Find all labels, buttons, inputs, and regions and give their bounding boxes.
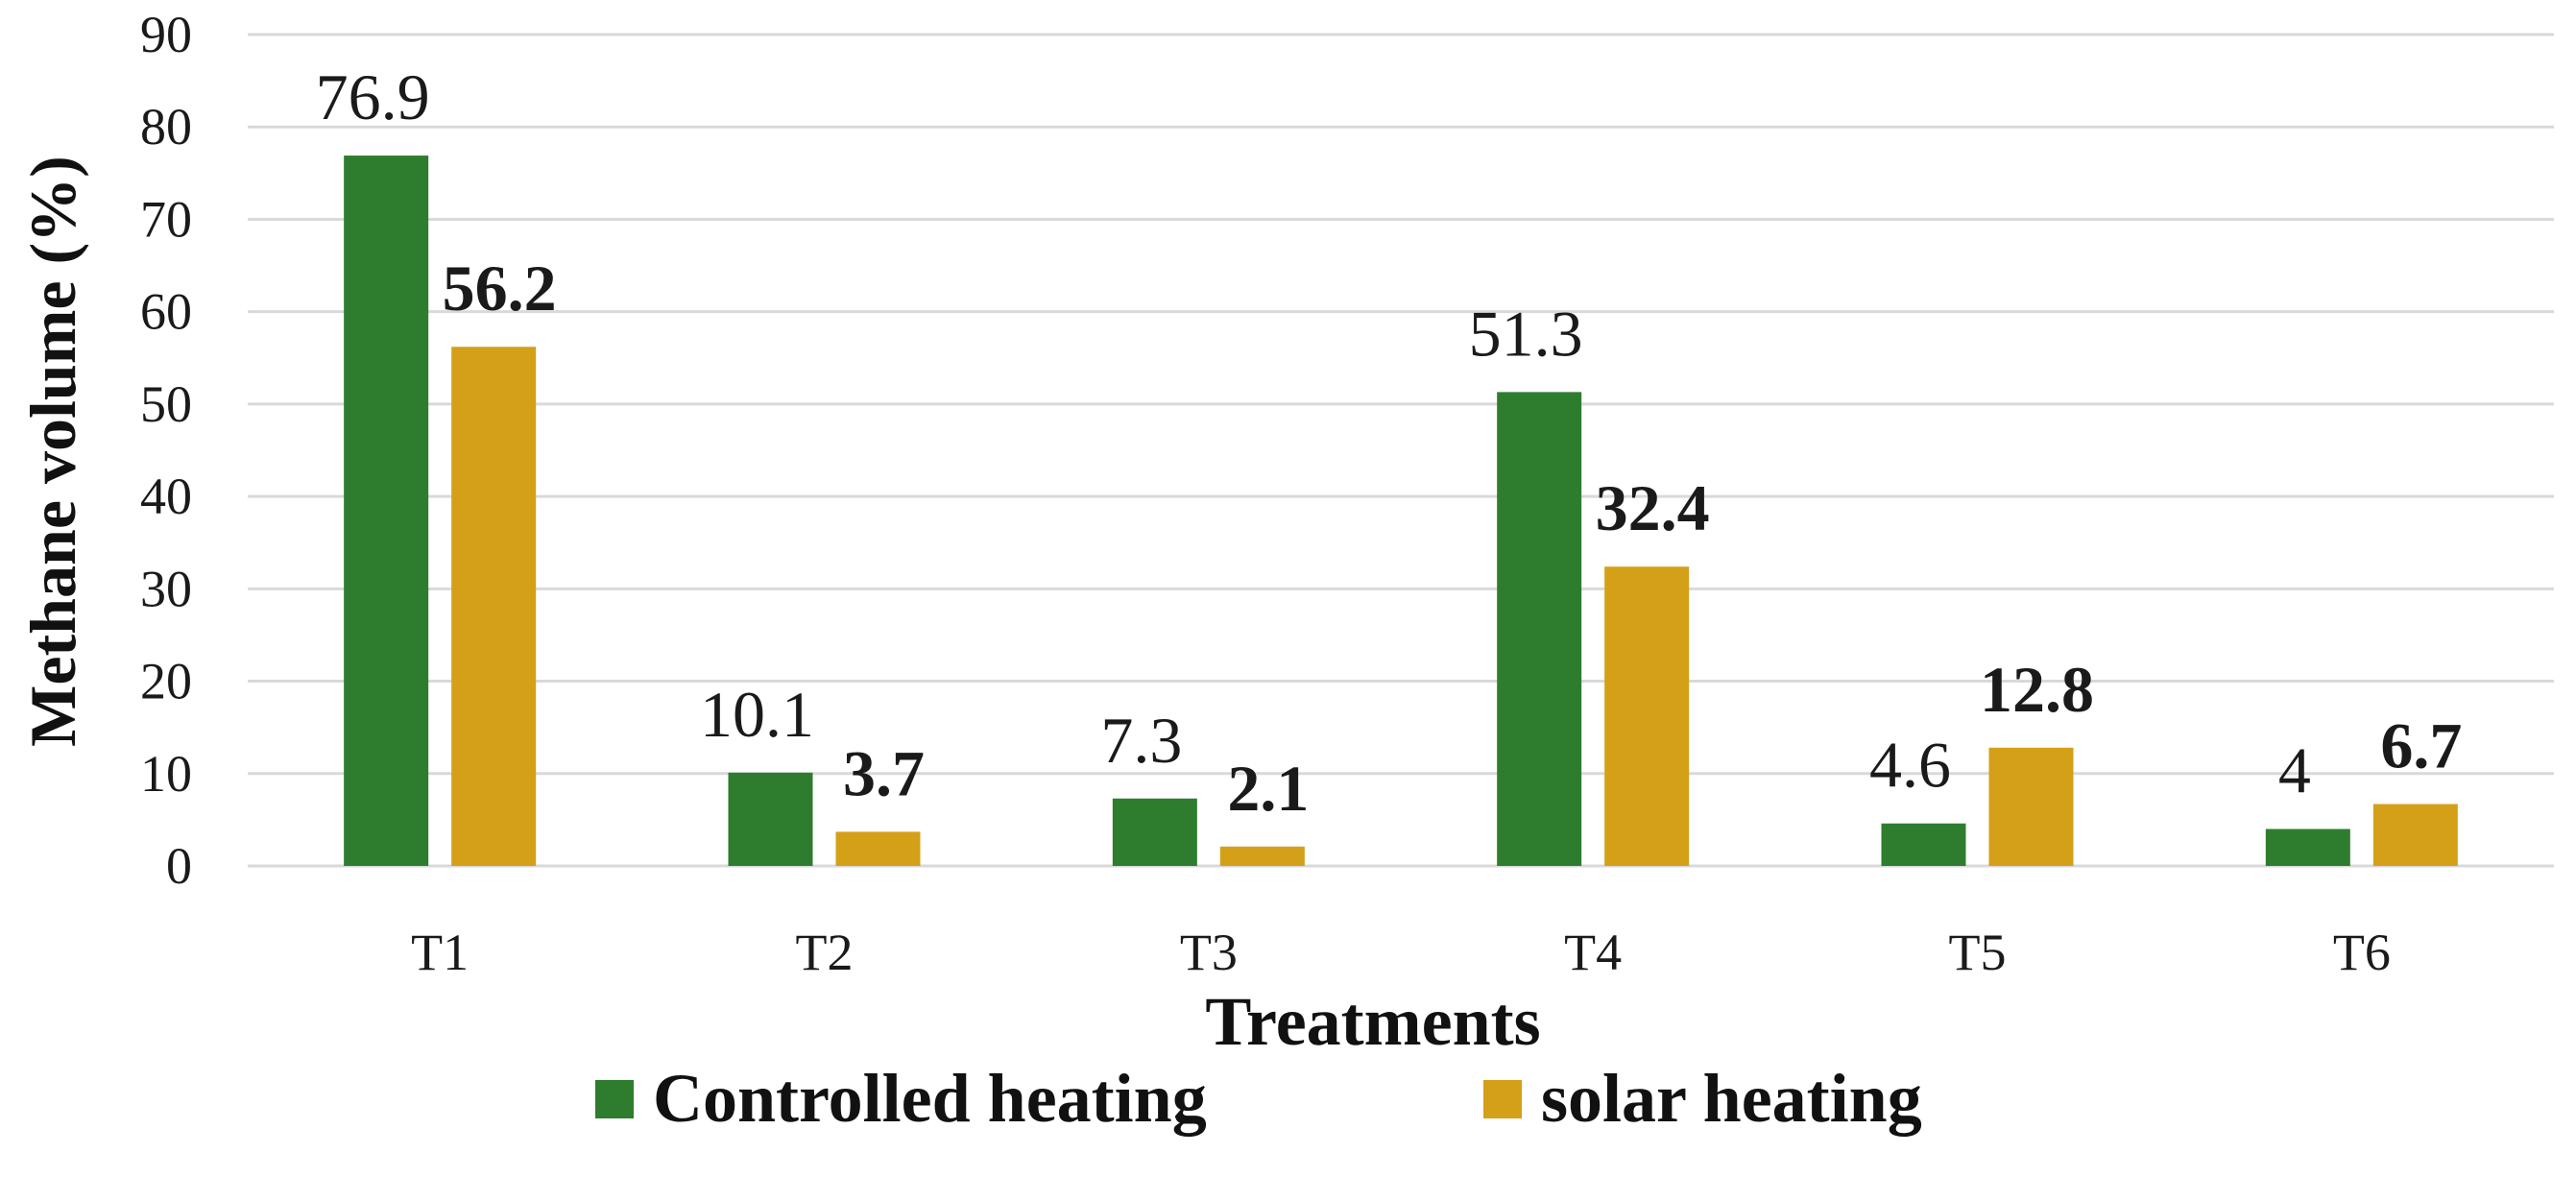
data-label-solar-heating-t6: 6.7 (2380, 709, 2462, 782)
bar-controlled-heating-t3 (1112, 798, 1197, 866)
x-tick-label-t4: T4 (1564, 924, 1622, 981)
bar-solar-heating-t1 (451, 347, 537, 867)
y-tick-label-30: 30 (140, 560, 192, 617)
bar-solar-heating-t2 (835, 831, 921, 866)
bar-controlled-heating-t1 (344, 156, 429, 866)
x-axis-ticks: T1 T2 T3 T4 T5 T6 (411, 924, 2391, 981)
data-label-solar-heating-t2: 3.7 (843, 736, 925, 809)
x-tick-label-t1: T1 (411, 924, 469, 981)
data-label-controlled-heating-t3: 7.3 (1100, 704, 1182, 777)
bar-solar-heating-t4 (1604, 566, 1690, 866)
y-tick-label-0: 0 (166, 837, 192, 895)
data-label-controlled-heating-t1: 76.9 (316, 60, 430, 133)
bars (344, 156, 2458, 867)
y-tick-label-20: 20 (140, 653, 192, 710)
y-tick-label-50: 50 (140, 375, 192, 433)
y-tick-label-60: 60 (140, 283, 192, 341)
legend: Controlled heating solar heating (595, 1060, 1922, 1137)
y-tick-label-90: 90 (140, 6, 192, 63)
legend-swatch-solar-heating (1483, 1080, 1522, 1118)
data-label-solar-heating-t4: 32.4 (1596, 471, 1710, 544)
data-label-controlled-heating-t4: 51.3 (1469, 297, 1583, 370)
grid-lines (248, 33, 2554, 868)
bar-controlled-heating-t4 (1497, 392, 1582, 866)
data-label-controlled-heating-t6: 4 (2278, 734, 2311, 807)
y-tick-label-40: 40 (140, 468, 192, 525)
data-label-solar-heating-t3: 2.1 (1227, 752, 1309, 825)
x-tick-label-t6: T6 (2333, 924, 2391, 981)
legend-swatch-controlled-heating (595, 1080, 634, 1118)
y-tick-label-80: 80 (140, 98, 192, 156)
bar-solar-heating-t3 (1219, 846, 1305, 866)
data-label-solar-heating-t5: 12.8 (1980, 653, 2094, 726)
x-tick-label-t2: T2 (796, 924, 854, 981)
bar-controlled-heating-t2 (728, 772, 813, 866)
y-axis-ticks: 0 10 20 30 40 50 60 70 80 90 (140, 6, 192, 895)
x-tick-label-t5: T5 (1949, 924, 2007, 981)
data-label-controlled-heating-t5: 4.6 (1869, 729, 1951, 802)
legend-label-solar-heating: solar heating (1541, 1060, 1922, 1137)
data-labels: 76.9 56.2 10.1 3.7 7.3 2.1 51.3 32.4 4.6 12.8 4 6.7 (316, 60, 2463, 825)
data-label-controlled-heating-t2: 10.1 (700, 678, 814, 751)
y-tick-label-10: 10 (140, 745, 192, 803)
x-axis-label: Treatments (1205, 983, 1540, 1060)
y-tick-label-70: 70 (140, 190, 192, 248)
legend-label-controlled-heating: Controlled heating (653, 1060, 1207, 1137)
bar-controlled-heating-t5 (1881, 823, 1966, 866)
bar-solar-heating-t5 (1988, 747, 2074, 866)
bar-controlled-heating-t6 (2265, 829, 2350, 866)
x-tick-label-t3: T3 (1180, 924, 1238, 981)
y-axis-label: Methane volume (%) (16, 156, 89, 747)
bar-solar-heating-t6 (2372, 804, 2458, 866)
data-label-solar-heating-t1: 56.2 (443, 252, 557, 324)
